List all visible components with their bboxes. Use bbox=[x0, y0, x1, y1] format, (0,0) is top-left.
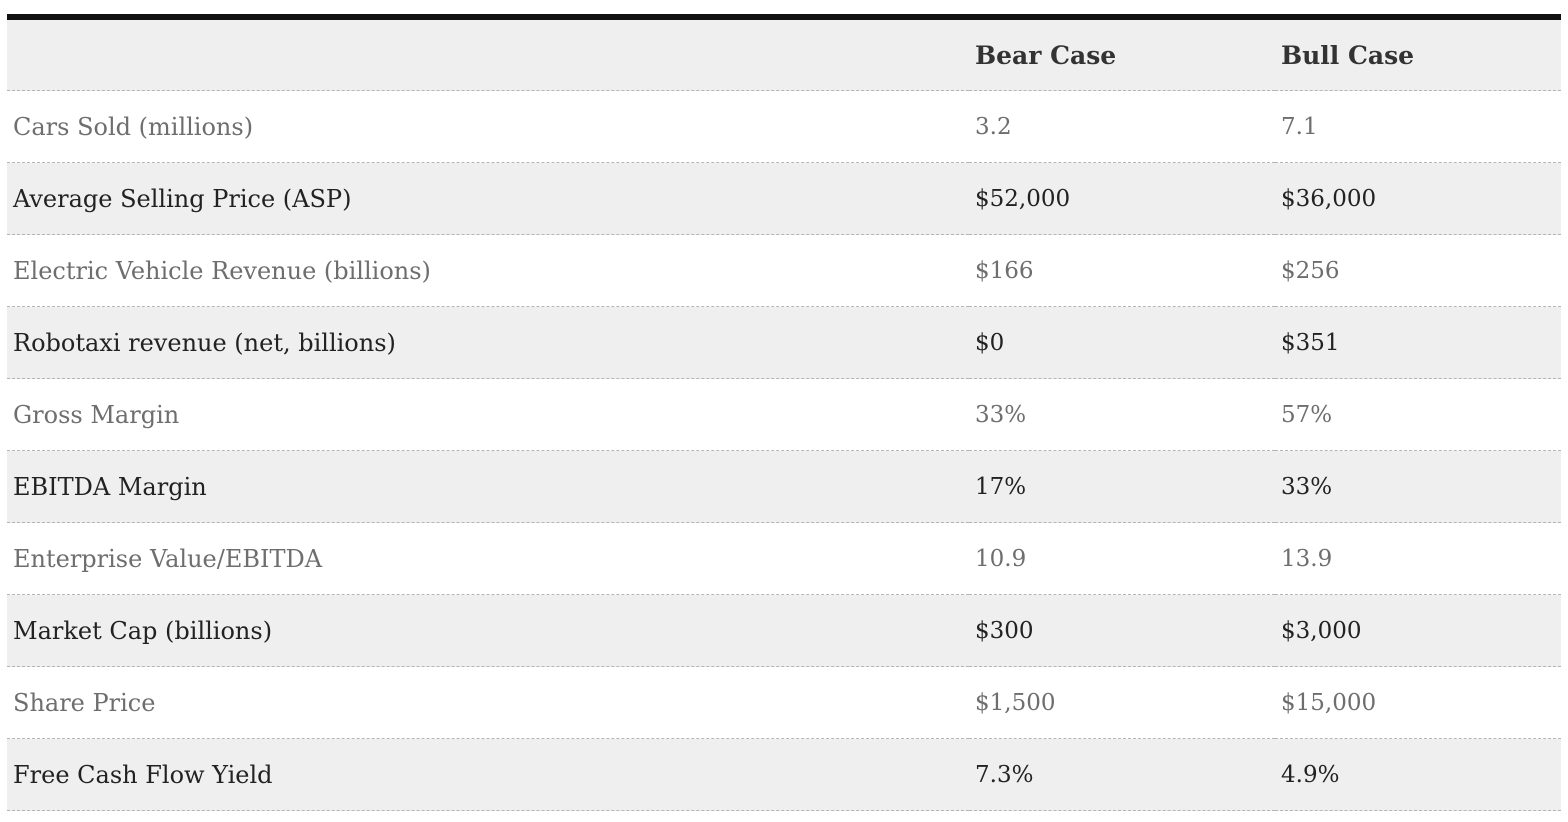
header-row: Bear Case Bull Case bbox=[7, 20, 1561, 91]
bear-value: 3.2 bbox=[969, 90, 1275, 163]
header-bear-case: Bear Case bbox=[969, 20, 1275, 91]
row-label: Share Price bbox=[7, 666, 969, 739]
bull-value: 4.9% bbox=[1275, 738, 1561, 811]
valuation-table-container: Bear Case Bull Case Cars Sold (millions)… bbox=[7, 14, 1561, 811]
table-row: Robotaxi revenue (net, billions) $0 $351 bbox=[7, 306, 1561, 379]
top-rule bbox=[7, 14, 1561, 20]
row-label: Free Cash Flow Yield bbox=[7, 738, 969, 811]
bear-value: 17% bbox=[969, 450, 1275, 523]
table-row: Cars Sold (millions) 3.2 7.1 bbox=[7, 90, 1561, 163]
bull-value: 33% bbox=[1275, 450, 1561, 523]
bear-value: $52,000 bbox=[969, 162, 1275, 235]
row-label: Average Selling Price (ASP) bbox=[7, 162, 969, 235]
table-row: Free Cash Flow Yield 7.3% 4.9% bbox=[7, 738, 1561, 811]
row-label: Electric Vehicle Revenue (billions) bbox=[7, 234, 969, 307]
header-metric bbox=[7, 20, 969, 91]
row-label: EBITDA Margin bbox=[7, 450, 969, 523]
bear-value: 7.3% bbox=[969, 738, 1275, 811]
bull-value: $15,000 bbox=[1275, 666, 1561, 739]
bull-value: $3,000 bbox=[1275, 594, 1561, 667]
row-label: Cars Sold (millions) bbox=[7, 90, 969, 163]
bear-value: 33% bbox=[969, 378, 1275, 451]
header-bull-case: Bull Case bbox=[1275, 20, 1561, 91]
bull-value: $351 bbox=[1275, 306, 1561, 379]
bull-value: 7.1 bbox=[1275, 90, 1561, 163]
bear-value: $166 bbox=[969, 234, 1275, 307]
bear-value: $0 bbox=[969, 306, 1275, 379]
bull-value: 57% bbox=[1275, 378, 1561, 451]
valuation-table: Bear Case Bull Case Cars Sold (millions)… bbox=[7, 20, 1561, 811]
bear-value: $300 bbox=[969, 594, 1275, 667]
bull-value: $256 bbox=[1275, 234, 1561, 307]
table-row: EBITDA Margin 17% 33% bbox=[7, 450, 1561, 523]
table-row: Share Price $1,500 $15,000 bbox=[7, 666, 1561, 739]
bear-value: $1,500 bbox=[969, 666, 1275, 739]
row-label: Market Cap (billions) bbox=[7, 594, 969, 667]
table-row: Electric Vehicle Revenue (billions) $166… bbox=[7, 234, 1561, 307]
table-row: Average Selling Price (ASP) $52,000 $36,… bbox=[7, 162, 1561, 235]
bear-value: 10.9 bbox=[969, 522, 1275, 595]
row-label: Robotaxi revenue (net, billions) bbox=[7, 306, 969, 379]
table-row: Market Cap (billions) $300 $3,000 bbox=[7, 594, 1561, 667]
bull-value: 13.9 bbox=[1275, 522, 1561, 595]
row-label: Enterprise Value/EBITDA bbox=[7, 522, 969, 595]
table-row: Gross Margin 33% 57% bbox=[7, 378, 1561, 451]
row-label: Gross Margin bbox=[7, 378, 969, 451]
table-row: Enterprise Value/EBITDA 10.9 13.9 bbox=[7, 522, 1561, 595]
bull-value: $36,000 bbox=[1275, 162, 1561, 235]
